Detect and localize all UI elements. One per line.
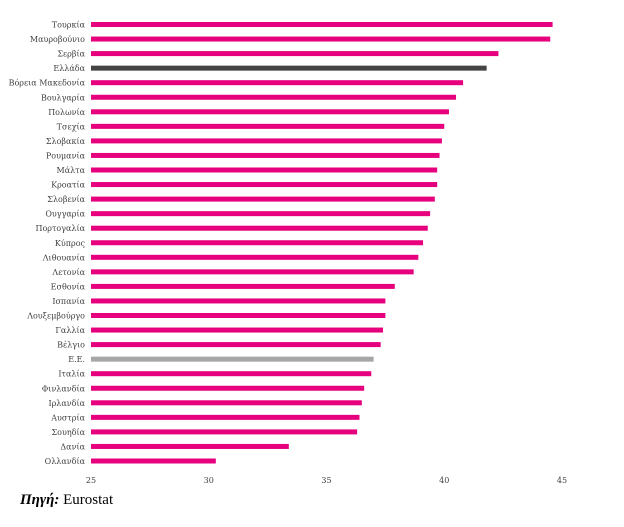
bar [91,167,438,173]
bar [91,65,487,71]
category-label: Ισπανία [52,297,85,306]
x-tick-label: 40 [439,476,449,485]
bar [91,327,384,333]
category-label: Λουξεμβούργο [26,312,85,321]
category-label: Ε.Ε. [68,355,85,364]
bar [91,385,365,391]
category-label: Ολλανδία [45,457,86,466]
category-label: Ελλάδα [53,64,85,73]
x-tick-label: 45 [557,476,567,485]
source-text: Eurostat [63,492,114,508]
category-label: Κύπρος [55,239,86,248]
bar [91,356,374,362]
bar [91,429,358,435]
bar [91,36,551,42]
x-tick-label: 30 [204,476,214,485]
category-label: Βέλγιο [57,341,85,350]
category-label: Ιταλία [58,370,85,379]
bar [91,109,449,115]
category-label: Κροατία [51,181,85,190]
bar [91,414,360,420]
bar [91,152,440,158]
category-label: Ρουμανία [46,151,86,160]
category-label: Λιθουανία [42,253,86,262]
source-colon: : [54,492,60,508]
category-label: Γαλλία [55,326,85,335]
bar [91,51,499,57]
bar [91,138,442,144]
bar [91,269,414,275]
bar [91,80,464,86]
bar-chart: Τουρκία Μαυροβούνιο Σερβία Ελλάδα Βόρεια Μακ… [9,21,568,486]
bar [91,443,289,449]
category-label: Σλοβακία [46,137,86,146]
category-label: Ιρλανδία [48,399,85,408]
bar [91,94,457,100]
category-label: Πολωνία [48,108,85,117]
bar [91,211,431,217]
bar [91,196,435,202]
category-label: Σερβία [57,50,85,59]
bar [91,182,438,188]
category-label: Εσθονία [51,282,86,291]
bar [91,371,372,377]
category-label: Μαυροβούνιο [30,35,85,44]
category-label: Τουρκία [52,21,86,30]
source-label: Πηγή [20,492,55,508]
category-label: Αυστρία [50,413,85,422]
bar [91,400,362,406]
source-note: Πηγή: Eurostat [20,492,113,509]
category-label: Φινλανδία [42,384,86,393]
bar [91,283,395,289]
category-label: Πορτογαλία [35,224,85,233]
category-label: Βουλγαρία [41,93,86,102]
category-label: Μάλτα [57,166,86,175]
bar [91,313,386,318]
bar [91,240,424,246]
category-label: Σουηδία [52,428,86,437]
bar [91,22,553,27]
category-label: Τσεχία [57,122,86,131]
category-label: Δανία [60,442,85,451]
category-label: Σλοβενία [47,195,85,204]
bar [91,458,216,464]
category-label: Ουγγαρία [45,210,85,219]
x-tick-label: 35 [321,476,331,485]
bar [91,254,419,260]
bar [91,123,445,129]
bar [91,342,381,348]
category-label: Βόρεια Μακεδονία [9,79,86,88]
chart-area: Τουρκία Μαυροβούνιο Σερβία Ελλάδα Βόρεια Μακ… [9,21,568,486]
bar [91,298,386,304]
category-label: Λετονία [51,268,85,277]
x-tick-label: 25 [86,476,96,485]
bar [91,225,428,231]
